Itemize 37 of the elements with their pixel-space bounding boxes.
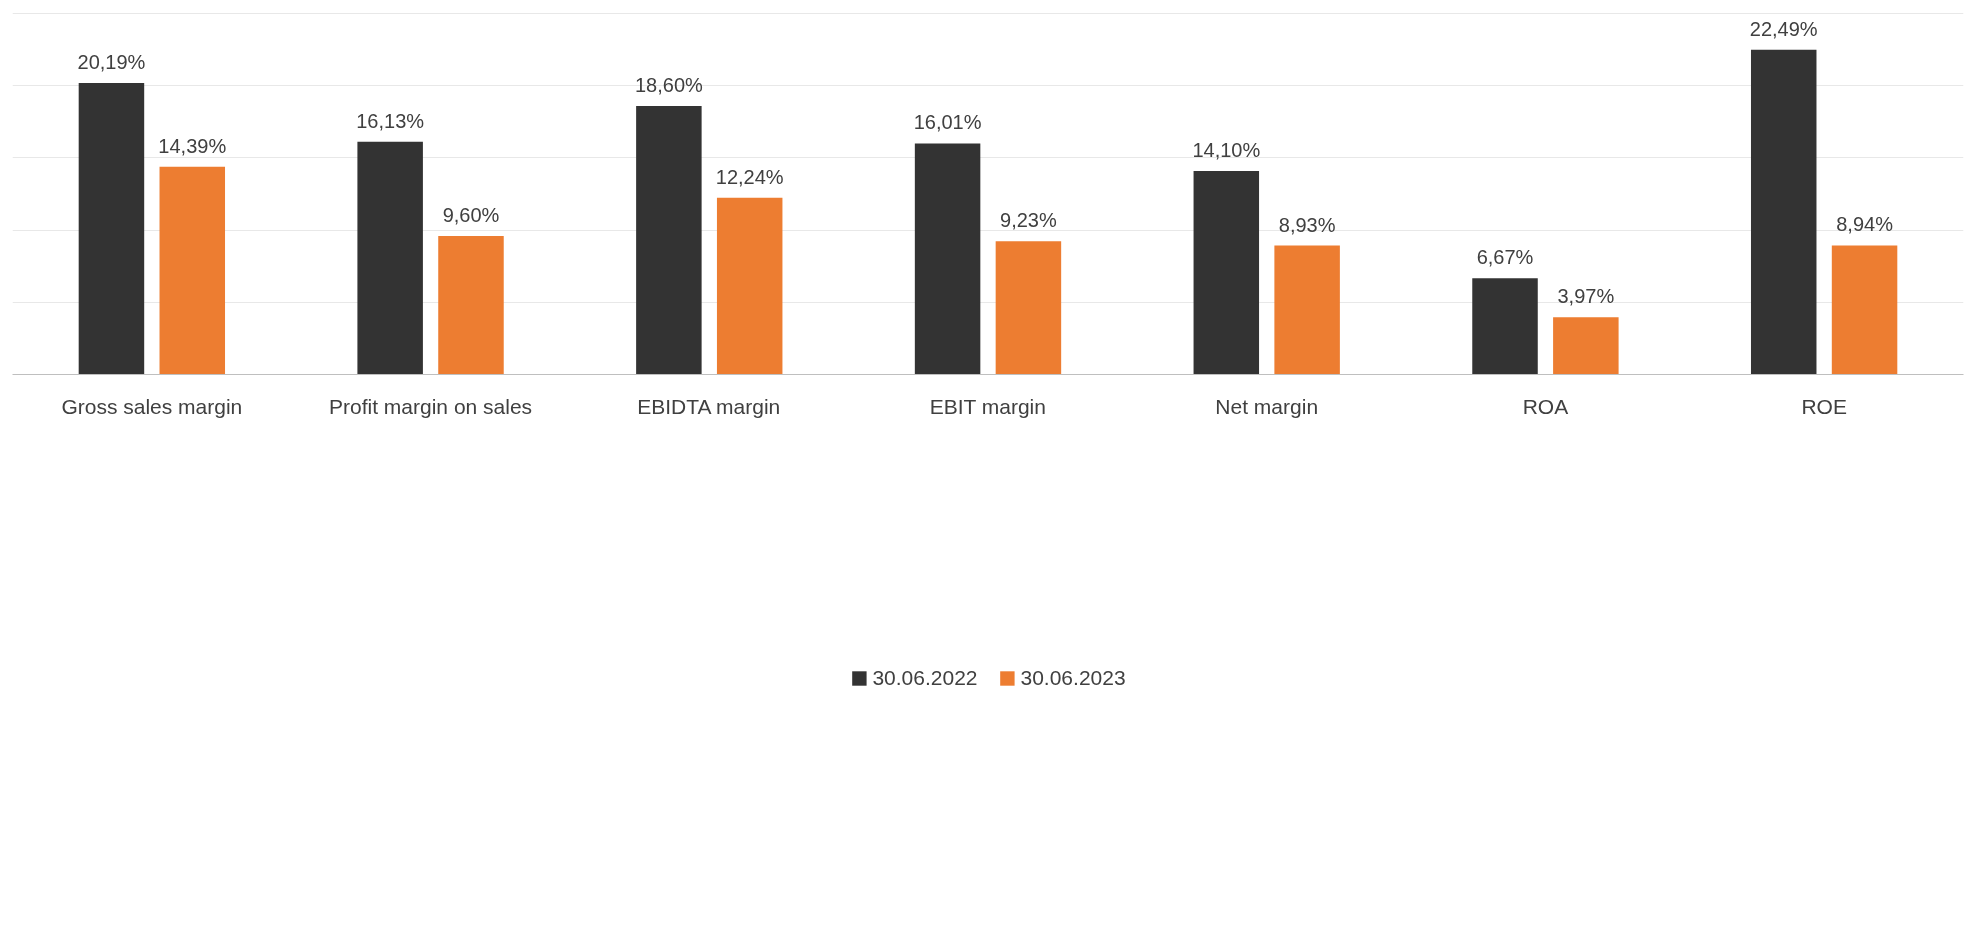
bar — [1553, 317, 1619, 375]
bar — [914, 143, 981, 375]
bar — [995, 241, 1062, 375]
bar — [78, 83, 145, 375]
bar — [1831, 245, 1898, 375]
data-label: 18,60% — [634, 73, 703, 96]
bar — [1193, 170, 1260, 375]
legend-label: 30.06.2022 — [872, 666, 978, 690]
bar — [1750, 49, 1817, 375]
data-label: 9,23% — [1000, 209, 1057, 232]
bar — [1472, 278, 1538, 375]
x-tick-label: ROA — [1522, 394, 1569, 418]
x-tick-label: EBIDTA margin — [637, 394, 781, 418]
bar — [636, 105, 702, 375]
data-label: 22,49% — [1749, 17, 1818, 40]
legend-label: 30.06.2023 — [1020, 666, 1126, 690]
data-label: 20,19% — [77, 51, 146, 74]
bar — [716, 197, 783, 375]
data-label: 6,67% — [1476, 246, 1534, 269]
data-label: 12,24% — [715, 165, 784, 188]
data-label: 8,94% — [1836, 213, 1894, 236]
x-tick-label: Net margin — [1215, 394, 1319, 418]
data-label: 14,39% — [158, 134, 227, 157]
x-tick-label: Gross sales margin — [61, 394, 243, 418]
x-tick-label: ROE — [1801, 394, 1847, 418]
bar — [357, 141, 423, 375]
bar — [159, 166, 226, 375]
data-label: 16,01% — [913, 111, 982, 134]
data-label: 9,60% — [442, 203, 500, 226]
data-label: 14,10% — [1192, 138, 1261, 161]
data-label: 3,97% — [1557, 285, 1615, 308]
data-label: 16,13% — [356, 109, 425, 132]
data-label: 8,93% — [1278, 213, 1336, 236]
x-tick-label: EBIT margin — [929, 394, 1046, 418]
bar — [438, 235, 504, 375]
x-tick-label: Profit margin on sales — [329, 394, 533, 418]
bar — [1274, 245, 1340, 375]
